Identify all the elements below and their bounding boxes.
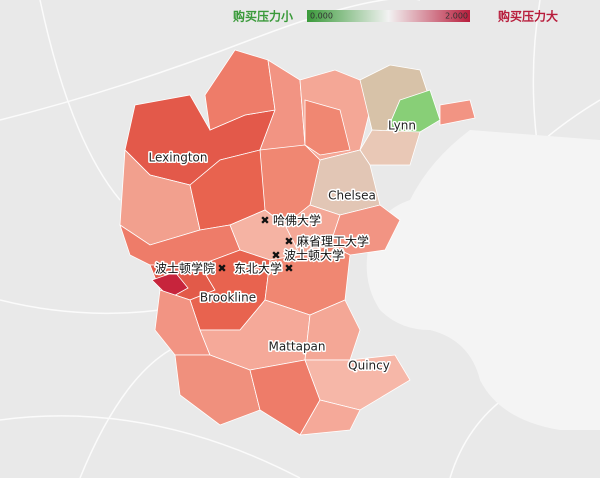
place-label: Quincy (348, 359, 390, 373)
legend-low-label: 购买压力小 (233, 9, 293, 24)
regions (119, 49, 476, 436)
legend-high-label: 购买压力大 (498, 9, 558, 24)
university-label: 东北大学 (234, 261, 282, 276)
place-label: Lynn (388, 119, 416, 133)
place-label: Mattapan (268, 340, 325, 354)
university-marker: ✖ (217, 262, 226, 275)
university-marker: ✖ (284, 235, 293, 248)
legend-min: 0.000 (310, 12, 333, 21)
place-label: Lexington (149, 151, 208, 165)
university-label: 波士顿大学 (284, 248, 344, 263)
university-marker: ✖ (260, 214, 269, 227)
university-label: 麻省理工大学 (297, 234, 369, 249)
legend: 购买压力小 0.000 2.000 购买压力大 (233, 9, 558, 24)
university-label: 哈佛大学 (273, 213, 321, 228)
water (366, 130, 600, 430)
place-label: Chelsea (328, 189, 376, 203)
university-marker: ✖ (284, 262, 293, 275)
university-marker: ✖ (271, 249, 280, 262)
legend-max: 2.000 (445, 12, 468, 21)
place-label: Brookline (200, 291, 256, 305)
university-label: 波士顿学院 (155, 261, 215, 276)
legend-gradient (307, 10, 470, 22)
